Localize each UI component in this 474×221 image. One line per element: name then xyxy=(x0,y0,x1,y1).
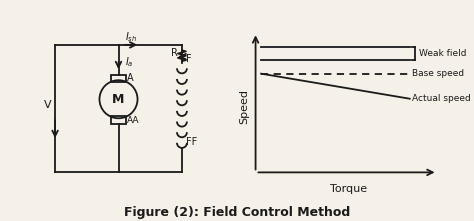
Text: Speed: Speed xyxy=(239,89,249,124)
Text: FF: FF xyxy=(186,137,198,147)
Text: Base speed: Base speed xyxy=(412,69,465,78)
Text: F: F xyxy=(186,54,192,64)
Text: Figure (2): Field Control Method: Figure (2): Field Control Method xyxy=(124,206,350,219)
Text: A: A xyxy=(127,73,133,83)
Text: $I_{sh}$: $I_{sh}$ xyxy=(125,30,137,44)
Text: $I_a$: $I_a$ xyxy=(125,55,133,69)
Text: V: V xyxy=(44,100,52,110)
Bar xyxy=(111,75,126,82)
Text: Weak field: Weak field xyxy=(419,49,466,58)
Text: M: M xyxy=(112,93,125,106)
Text: Actual speed: Actual speed xyxy=(412,94,471,103)
Text: Torque: Torque xyxy=(330,184,367,194)
Text: R: R xyxy=(171,48,178,58)
Bar xyxy=(111,116,126,124)
Text: AA: AA xyxy=(127,116,139,125)
